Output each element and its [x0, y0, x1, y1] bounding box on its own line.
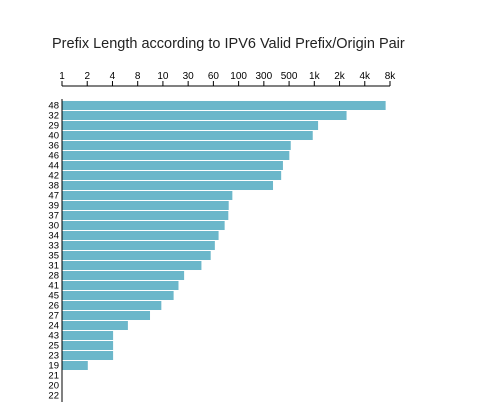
x-tick-label: 8	[135, 71, 141, 82]
category-label: 33	[48, 241, 59, 252]
x-tick-label: 30	[183, 71, 195, 82]
bar-32	[62, 111, 347, 120]
bars-group	[62, 101, 386, 370]
category-label: 24	[48, 321, 59, 332]
category-label: 36	[48, 141, 59, 152]
x-tick-label: 60	[208, 71, 220, 82]
category-label: 39	[48, 201, 59, 212]
bar-33	[62, 241, 215, 250]
x-tick-label: 1k	[309, 71, 321, 82]
y-axis: 4832294036464442384739373034333531284145…	[48, 99, 63, 402]
category-label: 34	[48, 231, 59, 242]
bar-29	[62, 121, 319, 130]
bar-27	[62, 311, 151, 320]
category-label: 29	[48, 121, 59, 132]
bar-37	[62, 211, 229, 220]
bar-41	[62, 281, 179, 290]
bar-38	[62, 181, 274, 190]
x-tick-label: 100	[230, 71, 247, 82]
category-label: 30	[48, 221, 59, 232]
bar-26	[62, 301, 162, 310]
bar-31	[62, 261, 202, 270]
x-tick-label: 1	[59, 71, 65, 82]
bar-36	[62, 141, 291, 150]
bar-35	[62, 251, 211, 260]
x-tick-label: 4k	[359, 71, 371, 82]
category-label: 20	[48, 381, 59, 392]
category-label: 43	[48, 331, 59, 342]
bar-30	[62, 221, 225, 230]
bar-44	[62, 161, 283, 170]
category-label: 31	[48, 261, 59, 272]
x-tick-label: 10	[157, 71, 169, 82]
category-label: 21	[48, 371, 59, 382]
category-label: 46	[48, 151, 59, 162]
category-label: 44	[48, 161, 59, 172]
bar-19	[62, 361, 88, 370]
x-tick-label: 2	[84, 71, 90, 82]
category-label: 19	[48, 361, 59, 372]
x-tick-label: 4	[110, 71, 116, 82]
bar-34	[62, 231, 219, 240]
bar-47	[62, 191, 233, 200]
category-label: 26	[48, 301, 59, 312]
category-label: 38	[48, 181, 59, 192]
bar-24	[62, 321, 128, 330]
x-tick-label: 300	[256, 71, 273, 82]
category-label: 45	[48, 291, 59, 302]
bar-46	[62, 151, 290, 160]
category-label: 41	[48, 281, 59, 292]
bar-39	[62, 201, 229, 210]
bar-28	[62, 271, 185, 280]
chart-title: Prefix Length according to IPV6 Valid Pr…	[52, 36, 405, 52]
x-tick-label: 500	[281, 71, 298, 82]
category-label: 48	[48, 101, 59, 112]
category-label: 35	[48, 251, 59, 262]
category-label: 47	[48, 191, 59, 202]
x-tick-label: 2k	[334, 71, 346, 82]
category-label: 28	[48, 271, 59, 282]
x-tick-label: 8k	[385, 71, 397, 82]
category-label: 27	[48, 311, 59, 322]
category-label: 40	[48, 131, 59, 142]
category-label: 37	[48, 211, 59, 222]
bar-23	[62, 351, 114, 360]
category-label: 42	[48, 171, 59, 182]
bar-45	[62, 291, 174, 300]
bar-40	[62, 131, 313, 140]
bar-42	[62, 171, 282, 180]
x-axis: 1 2 4 8 10 30 60 100 300 500 1k 2k 4k 8k	[59, 71, 397, 87]
bar-43	[62, 331, 114, 340]
category-label: 22	[48, 391, 59, 402]
bar-48	[62, 101, 386, 110]
category-label: 32	[48, 111, 59, 122]
category-label: 25	[48, 341, 59, 352]
bar-25	[62, 341, 114, 350]
category-label: 23	[48, 351, 59, 362]
